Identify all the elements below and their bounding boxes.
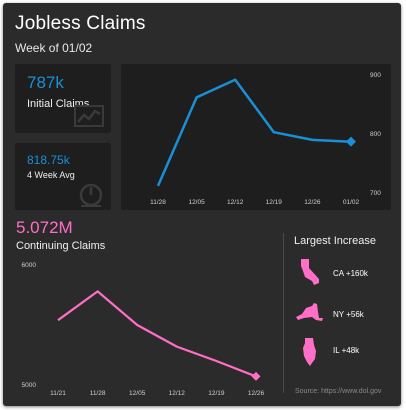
four-week-avg-label: 4 Week Avg	[27, 170, 75, 180]
largest-increase-item: CA +160k	[333, 269, 368, 278]
initial-claims-chart-panel: 11/28 12/05 12/12 12/19 12/26 01/02 900 800 700	[121, 64, 391, 210]
x-tick-label: 12/19	[266, 199, 283, 206]
page-title: Jobless Claims	[15, 13, 146, 34]
y-tick-label: 5000	[22, 382, 37, 389]
series-line	[57, 290, 257, 378]
y-tick-label: 800	[370, 131, 381, 138]
source-note: Source: https://www.dol.gov	[295, 388, 382, 395]
continuing-claims-chart: 11/21 11/28 12/05 12/12 12/19 12/26 6000 5000	[22, 262, 265, 396]
x-tick-label: 12/05	[129, 390, 146, 396]
new-york-map-icon	[294, 303, 324, 328]
initial-claims-card: 787k Initial Claims	[15, 64, 111, 133]
california-map-icon	[295, 257, 323, 292]
last-point-marker	[346, 136, 356, 147]
continuing-claims-value: 5.072M	[16, 218, 73, 237]
y-tick-label: 700	[370, 190, 381, 197]
x-tick-label: 12/12	[169, 390, 186, 396]
continuing-claims-label: Continuing Claims	[16, 240, 106, 252]
section-divider	[283, 233, 284, 393]
x-tick-label: 12/19	[208, 390, 225, 396]
initial-claims-label: Initial Claims	[27, 98, 90, 110]
x-tick-label: 12/05	[188, 199, 205, 206]
last-point-marker	[251, 371, 261, 381]
initial-claims-value: 787k	[27, 73, 64, 92]
x-tick-label: 01/02	[343, 199, 360, 206]
y-tick-label: 6000	[22, 262, 37, 269]
largest-increase-item: NY +56k	[333, 310, 364, 319]
x-tick-label: 12/12	[227, 199, 244, 206]
gauge-icon	[77, 181, 105, 212]
largest-increase-title: Largest Increase	[294, 235, 376, 247]
illinois-map-icon	[301, 337, 319, 372]
four-week-avg-value: 818.75k	[27, 153, 70, 167]
x-tick-label: 11/28	[90, 390, 106, 396]
y-tick-label: 900	[370, 72, 381, 79]
initial-claims-chart: 11/28 12/05 12/12 12/19 12/26 01/02 900 800 700	[150, 72, 381, 206]
four-week-avg-card: 818.75k 4 Week Avg	[15, 143, 111, 210]
series-line	[156, 78, 352, 187]
largest-increase-item: IL +48k	[333, 346, 360, 355]
x-tick-label: 11/28	[150, 199, 166, 206]
dashboard: Jobless Claims Week of 01/02 787k Initia…	[3, 3, 401, 406]
x-tick-label: 12/26	[248, 390, 265, 396]
x-tick-label: 11/21	[50, 390, 66, 396]
page-subtitle: Week of 01/02	[15, 41, 93, 55]
trend-chart-icon	[73, 104, 105, 133]
x-tick-label: 12/26	[304, 199, 321, 206]
